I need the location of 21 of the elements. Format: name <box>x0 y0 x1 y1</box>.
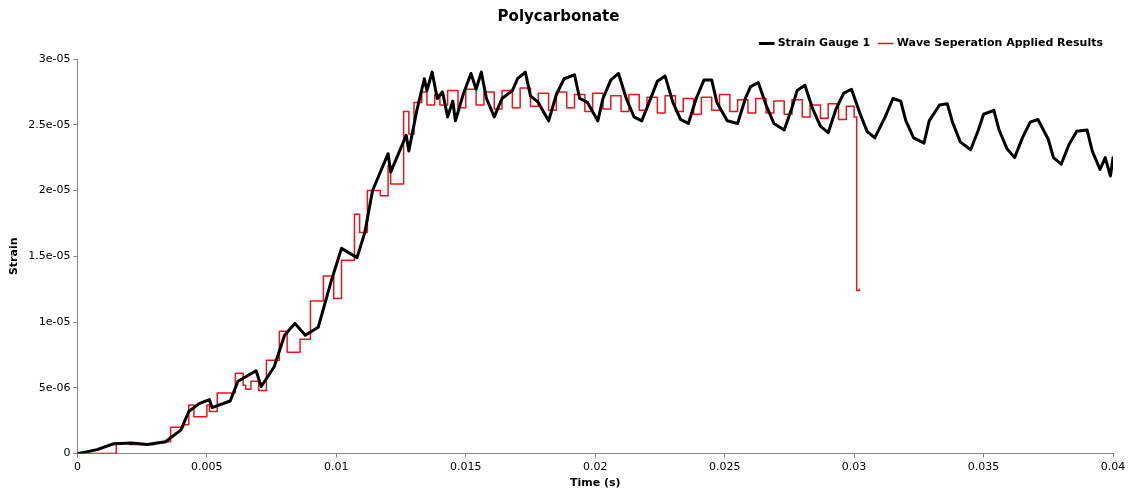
y-tick-label: 1e-05 <box>38 314 71 328</box>
x-axis-title: Time (s) <box>569 476 621 490</box>
x-tick-label: 0.015 <box>450 460 482 474</box>
x-tick-label: 0 <box>73 460 81 474</box>
x-tick-label: 0.01 <box>324 460 349 474</box>
chart-title: Polycarbonate <box>497 6 620 25</box>
x-tick-label: 0.02 <box>582 460 608 474</box>
y-tick-label: 3e-05 <box>38 51 71 65</box>
y-tick-label: 2e-05 <box>38 183 71 197</box>
x-tick-label: 0.035 <box>967 460 1000 474</box>
y-axis-title: Strain <box>7 237 21 276</box>
y-tick-label: 2.5e-05 <box>28 117 71 131</box>
x-tick-label: 0.005 <box>191 460 223 474</box>
x-tick-label: 0.04 <box>1100 460 1126 474</box>
legend-label: Wave Seperation Applied Results <box>896 36 1104 50</box>
legend-label: Strain Gauge 1 <box>777 36 871 50</box>
x-tick-label: 0.025 <box>708 460 741 474</box>
x-tick-label: 0.03 <box>841 460 867 474</box>
y-tick-label: 1.5e-05 <box>28 249 71 263</box>
y-tick-label: 0 <box>63 446 71 460</box>
y-tick-label: 5e-06 <box>38 380 71 394</box>
